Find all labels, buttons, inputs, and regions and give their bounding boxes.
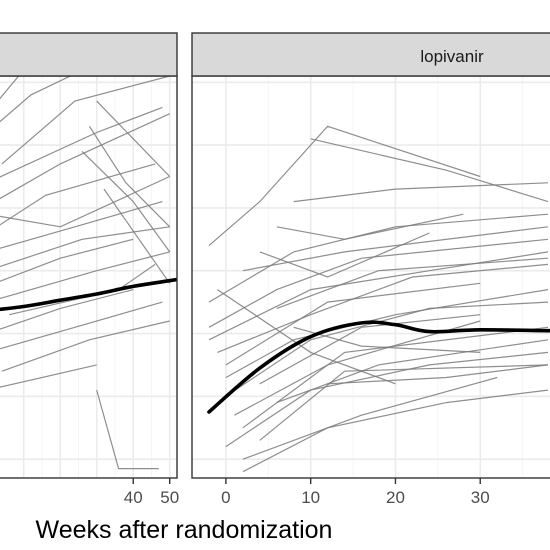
subject-trajectory: [0, 238, 134, 282]
panels: 40 50 lopivanir 0 10 20 30: [0, 32, 550, 507]
panel-background: [0, 76, 177, 478]
x-tick-label: 40: [124, 488, 143, 507]
plot-area: [0, 76, 177, 478]
subject-trajectory: [103, 188, 171, 284]
mean-trend-line: [0, 277, 177, 312]
x-axis-title: Weeks after randomization: [36, 516, 333, 544]
subject-trajectory: [81, 150, 171, 253]
subject-trajectory: [208, 251, 549, 341]
subject-trajectory: [0, 201, 163, 249]
subject-trajectory: [0, 163, 156, 226]
subject-trajectory: [217, 263, 549, 353]
subject-trajectory: [259, 314, 481, 385]
subject-trajectory: [0, 106, 163, 178]
subject-trajectory: [0, 301, 163, 350]
facet-strip: [191, 32, 550, 77]
subject-trajectory: [259, 364, 549, 441]
x-tick-label: 20: [386, 488, 405, 507]
subject-trajectory: [217, 289, 396, 385]
subject-trajectory: [242, 226, 549, 272]
subject-trajectory: [276, 339, 549, 404]
facet-panel: lopivanir 0 10 20 30: [191, 32, 550, 507]
subject-trajectory: [242, 376, 498, 460]
subject-trajectory: [0, 76, 72, 123]
subject-trajectory: [293, 182, 549, 203]
subject-trajectory: [225, 301, 549, 397]
subject-trajectory: [276, 257, 549, 309]
subject-trajectory: [276, 213, 464, 240]
subject-trajectory: [0, 289, 134, 330]
subject-trajectory: [259, 232, 430, 278]
subject-trajectory: [0, 226, 170, 268]
subject-trajectory: [1, 320, 170, 372]
subject-trajectory: [242, 326, 549, 429]
subject-trajectory: [96, 100, 171, 177]
mean-trend-line: [207, 320, 550, 414]
subject-trajectory: [242, 389, 549, 473]
subject-trajectory: [0, 76, 20, 100]
subject-trajectory: [327, 364, 549, 385]
x-tick-label: 10: [301, 488, 320, 507]
x-tick-label: 50: [160, 488, 179, 507]
x-tick-label: 0: [221, 488, 230, 507]
subject-trajectory: [0, 251, 170, 300]
subject-trajectory: [225, 351, 549, 448]
subject-trajectory: [310, 138, 549, 203]
subject-trajectory: [208, 125, 481, 247]
plot-area: [192, 76, 550, 478]
panel-background: [192, 76, 550, 478]
facet-panel: 40 50: [0, 32, 179, 507]
facet-strip: [0, 32, 178, 77]
subject-trajectory: [88, 125, 171, 228]
subject-trajectory: [0, 113, 170, 200]
subject-trajectory: [225, 282, 481, 366]
subject-trajectory: [0, 175, 170, 228]
subject-trajectory: [0, 364, 97, 388]
subject-trajectory: [96, 389, 159, 470]
facet-strip-label: lopivanir: [420, 47, 484, 66]
subject-trajectory: [1, 76, 170, 165]
x-tick-label: 30: [471, 488, 490, 507]
